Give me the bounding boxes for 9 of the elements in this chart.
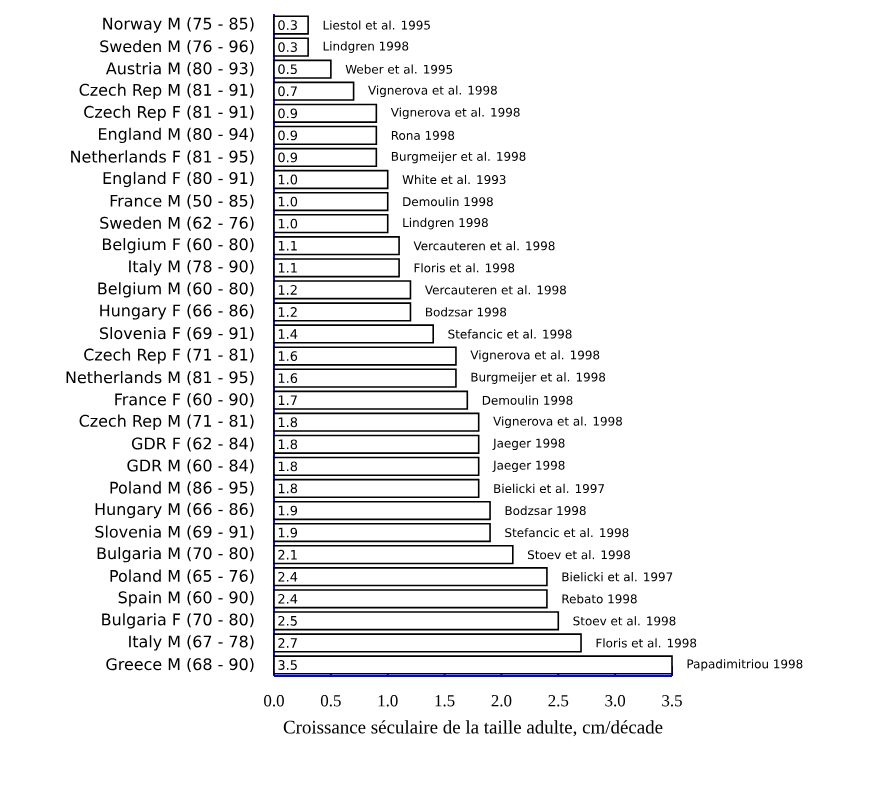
x-tick-label: 0.5 (320, 695, 341, 707)
x-tick-label: 0.0 (264, 695, 284, 707)
x-tick-label: 3.0 (605, 695, 626, 707)
x-tick-label: 1.0 (378, 695, 398, 707)
x-tick-label: 1.5 (435, 695, 455, 707)
x-axis-title: Croissance séculaire de la taille adulte, cm/décade (283, 720, 663, 737)
x-tick-label: 2.5 (548, 695, 569, 707)
x-tick-label: 3.5 (662, 695, 682, 707)
x-tick-label: 2.0 (491, 695, 512, 707)
